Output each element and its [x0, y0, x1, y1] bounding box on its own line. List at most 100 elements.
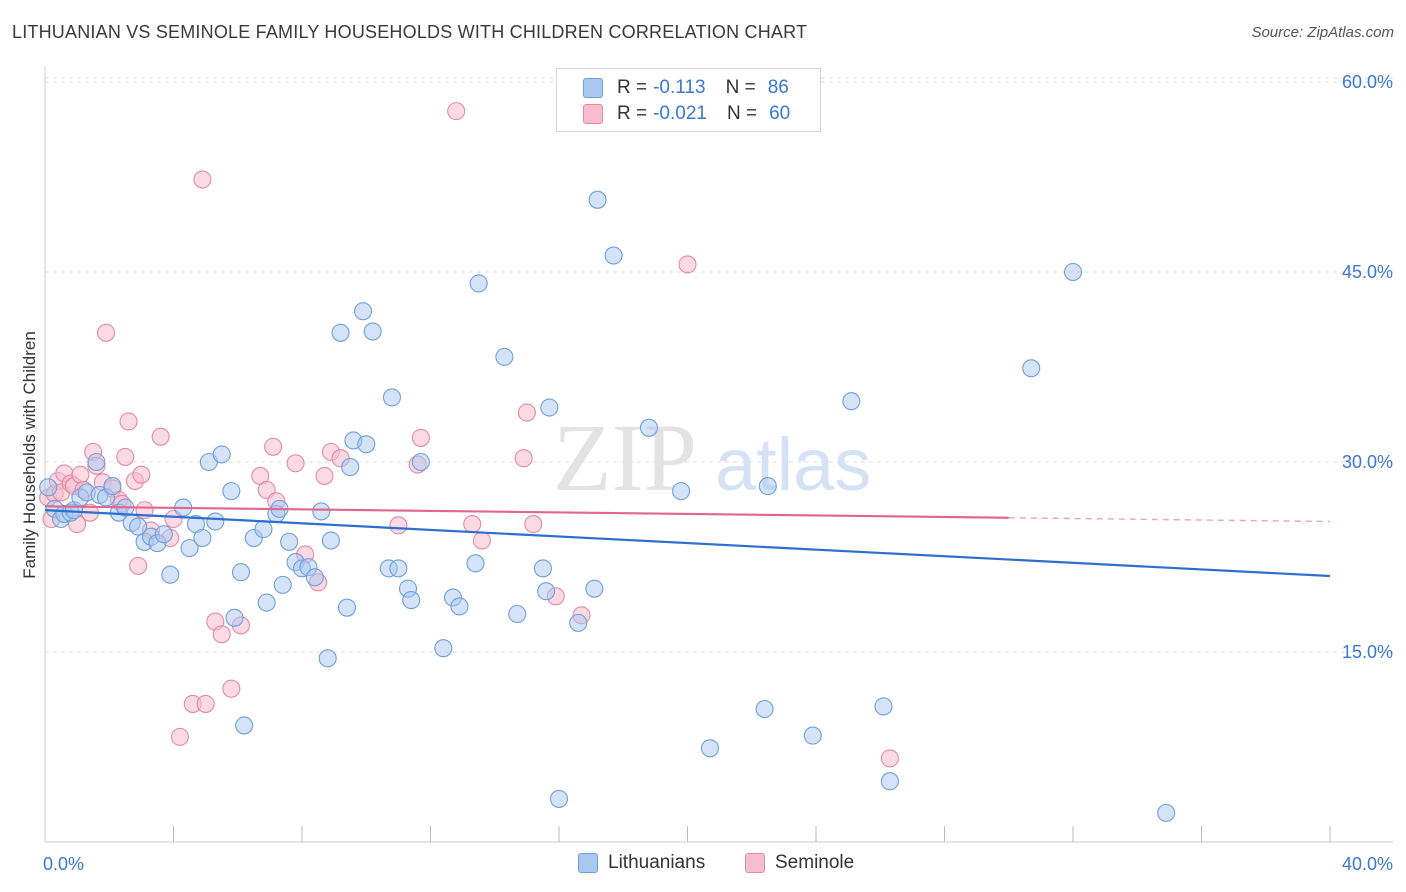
- seminole-point: [96, 323, 116, 342]
- lithuanian-point: [254, 520, 273, 539]
- lithuanian-point: [222, 482, 241, 501]
- lithuanian-point: [337, 598, 357, 617]
- legend-n-value: 60: [769, 103, 791, 124]
- lithuanian-point: [874, 697, 893, 716]
- lithuanian-point: [353, 302, 373, 321]
- series-legend-lithuanians[interactable]: Lithuanians: [578, 852, 705, 874]
- seminole-point: [678, 255, 697, 274]
- series-swatch-lithuanians: [578, 853, 598, 873]
- legend-n-label: N =: [725, 77, 756, 98]
- seminole-point: [463, 515, 482, 534]
- lithuanian-point: [235, 716, 254, 735]
- seminole-point: [472, 531, 491, 550]
- seminole-point: [119, 412, 138, 431]
- lithuanian-point: [87, 452, 106, 472]
- lithuanian-point: [312, 502, 331, 521]
- lithuanian-point: [469, 274, 488, 293]
- y-tick-label: 15.0%: [1342, 642, 1393, 662]
- seminole-point: [212, 625, 231, 644]
- lithuanian-point: [495, 347, 514, 366]
- lithuanian-point: [880, 772, 899, 791]
- series-legend: Lithuanians Seminole: [0, 852, 1406, 876]
- lithuanian-point: [402, 591, 421, 610]
- lithuanian-point: [231, 563, 251, 582]
- seminole-point: [411, 428, 430, 447]
- legend-n-label: N =: [726, 103, 758, 124]
- legend-r-value: -0.021: [653, 103, 707, 124]
- lithuanian-point: [508, 604, 527, 624]
- y-tick-label: 45.0%: [1342, 262, 1393, 282]
- seminole-point: [116, 447, 135, 466]
- seminole-point: [193, 170, 212, 189]
- series-label-lithuanians: Lithuanians: [608, 852, 706, 873]
- legend-n-value: 86: [767, 77, 789, 98]
- lithuanian-point: [411, 452, 430, 472]
- seminole-point: [389, 516, 408, 535]
- tick-labels: 15.0% 30.0% 45.0% 60.0% 0.0% 40.0%: [43, 72, 1393, 874]
- legend-row-seminole: R = -0.021 N = 60: [583, 102, 790, 126]
- lithuanian-point: [466, 554, 485, 573]
- seminole-point: [129, 556, 148, 575]
- seminole-point: [880, 749, 899, 768]
- lithuanian-point: [700, 739, 720, 758]
- lithuanian-point: [331, 323, 350, 342]
- legend-r-value: -0.113: [653, 77, 706, 98]
- lithuanian-point: [434, 639, 453, 658]
- lithuanian-point: [389, 559, 408, 578]
- legend-swatch-seminole: [583, 104, 603, 124]
- series-legend-seminole[interactable]: Seminole: [745, 852, 854, 874]
- lithuanian-point: [585, 579, 604, 598]
- seminole-trend-line: [44, 505, 1009, 519]
- lithuanian-point: [39, 478, 58, 497]
- series-label-seminole: Seminole: [775, 852, 855, 873]
- lithuanian-point: [1157, 803, 1176, 822]
- lithuanian-point: [321, 531, 340, 550]
- lithuanian-point: [803, 726, 822, 745]
- y-tick-label: 30.0%: [1342, 452, 1393, 472]
- seminole-point: [71, 465, 90, 484]
- seminole-point: [447, 102, 466, 121]
- lithuanian-point: [382, 388, 402, 407]
- seminole-point: [170, 727, 189, 746]
- lithuanian-point: [305, 568, 324, 587]
- lithuanian-point: [206, 512, 225, 531]
- seminole-trend-extension: [1008, 517, 1331, 523]
- lithuanian-point: [318, 649, 337, 668]
- legend-r-label: R =: [617, 103, 648, 124]
- lithuanian-point: [588, 190, 607, 209]
- correlation-legend: R = -0.113 N = 86 R = -0.021 N = 60: [556, 68, 821, 132]
- seminole-point: [151, 427, 170, 446]
- lithuanian-point: [280, 532, 299, 551]
- seminole-point: [517, 403, 536, 422]
- lithuanian-point: [1063, 262, 1083, 282]
- seminole-point: [524, 515, 543, 534]
- lithuanian-point: [225, 608, 244, 627]
- lithuanian-point: [193, 528, 212, 548]
- seminole-point: [315, 466, 334, 485]
- lithuanians-trend-line: [44, 509, 1331, 578]
- lithuanian-point: [569, 613, 588, 632]
- seminole-point: [514, 449, 533, 468]
- lithuanian-point: [755, 699, 774, 719]
- axes: [44, 66, 1393, 843]
- lithuanian-point: [450, 597, 469, 616]
- lithuanian-point: [758, 477, 777, 496]
- lithuanian-point: [842, 392, 861, 411]
- lithuanian-point: [672, 482, 691, 501]
- x-tick-label-min: 0.0%: [43, 854, 84, 874]
- series-swatch-seminole: [745, 853, 765, 873]
- lithuanian-point: [257, 593, 276, 612]
- seminole-point: [132, 465, 151, 484]
- chart-title: LITHUANIAN VS SEMINOLE FAMILY HOUSEHOLDS…: [12, 22, 808, 42]
- trend-lines: [44, 505, 1331, 578]
- lithuanian-point: [103, 477, 122, 496]
- seminole-point: [222, 679, 241, 698]
- seminole-point: [286, 454, 305, 473]
- seminole-point: [264, 437, 283, 456]
- lithuanian-point: [154, 525, 173, 544]
- lithuanian-point: [363, 322, 382, 341]
- lithuanian-points: [39, 190, 1176, 822]
- lithuanian-point: [212, 445, 231, 464]
- lithuanian-point: [161, 565, 180, 584]
